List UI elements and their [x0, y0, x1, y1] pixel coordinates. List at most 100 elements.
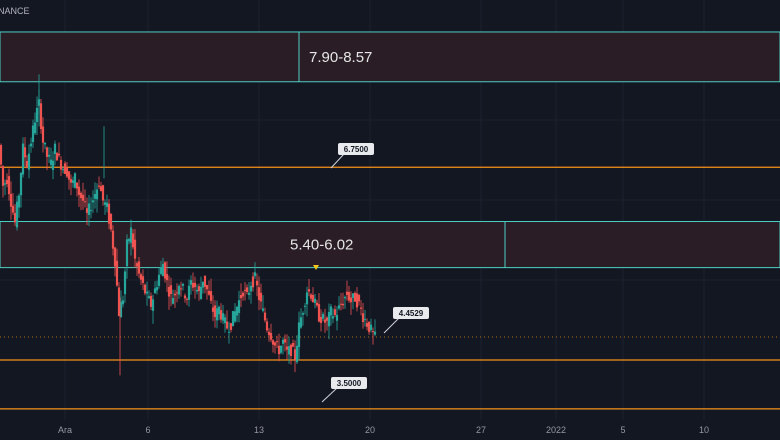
candle-body — [325, 317, 329, 321]
candle-body — [187, 285, 191, 300]
candle-body — [109, 214, 113, 230]
candle-body — [121, 300, 125, 305]
candle-body — [103, 202, 107, 205]
candle-body — [153, 288, 157, 294]
candle-body — [149, 295, 153, 307]
callout-label: 4.4529 — [399, 309, 424, 318]
callout-label: 6.7500 — [344, 145, 369, 154]
candle-body — [107, 203, 111, 224]
candle-body — [159, 267, 163, 274]
candle-body — [245, 287, 249, 293]
candle-body — [9, 193, 13, 207]
candle-body — [167, 286, 171, 297]
candle-body — [235, 306, 239, 316]
candle-body — [223, 317, 227, 324]
callout-pointer — [321, 387, 338, 403]
candle-body — [271, 340, 275, 345]
candle-body — [143, 284, 147, 294]
candle-body — [299, 317, 303, 328]
candle-body — [71, 180, 75, 183]
candle-body — [317, 304, 321, 322]
candle-body — [327, 312, 331, 327]
candle-body — [81, 194, 85, 201]
candle-body — [341, 303, 345, 306]
candle-body — [61, 169, 65, 171]
candle-body — [39, 103, 43, 130]
candle-body — [29, 143, 33, 147]
candle-body — [67, 171, 71, 180]
candle-body — [19, 172, 23, 196]
candle-body — [73, 173, 77, 188]
callout-box — [331, 377, 367, 389]
callout-label: 3.5000 — [337, 379, 362, 388]
candle-body — [65, 167, 69, 177]
candle-body — [319, 317, 323, 323]
candle-body — [171, 298, 175, 304]
candle-body — [289, 344, 293, 357]
candle-body — [83, 201, 87, 203]
candle-body — [237, 300, 241, 313]
candle-body — [211, 307, 215, 312]
candle-body — [51, 160, 55, 170]
candle-body — [251, 276, 255, 288]
candle-body — [263, 312, 267, 321]
price-zones: 7.90-8.57 5.40-6.02 — [0, 31, 780, 269]
candle-body — [321, 314, 325, 319]
candle-body — [265, 321, 269, 331]
candle-body — [47, 154, 51, 157]
candle-body — [307, 289, 311, 292]
candlestick-series — [0, 74, 377, 376]
candle-body — [69, 179, 73, 183]
candle-body — [87, 203, 91, 215]
marker-triangle-icon — [313, 265, 319, 270]
candle-body — [301, 313, 305, 315]
candle-body — [55, 153, 59, 161]
candle-body — [365, 323, 369, 327]
candle-body — [339, 303, 343, 305]
candle-body — [371, 331, 375, 333]
candle-body — [279, 345, 283, 353]
candle-body — [139, 274, 143, 280]
candle-body — [243, 289, 247, 291]
candle-body — [191, 282, 195, 288]
candle-body — [127, 239, 131, 242]
candle-body — [1, 166, 5, 186]
candle-body — [125, 239, 129, 267]
candle-body — [117, 287, 121, 316]
candle-body — [129, 227, 133, 243]
candle-body — [293, 349, 297, 360]
candle-body — [5, 180, 9, 185]
candle-body — [277, 345, 281, 355]
candle-body — [181, 283, 185, 286]
candle-body — [11, 205, 15, 213]
candle-body — [59, 159, 63, 170]
candle-body — [213, 305, 217, 318]
candle-body — [359, 307, 363, 309]
x-tick-label: 20 — [365, 425, 375, 435]
callout-pointer — [330, 153, 345, 169]
candle-body — [169, 285, 173, 294]
candle-body — [43, 142, 47, 145]
candle-body — [309, 294, 313, 299]
x-tick-label: 2022 — [546, 425, 566, 435]
candle-body — [93, 194, 97, 199]
candle-body — [229, 323, 233, 330]
candle-body — [283, 339, 287, 343]
candle-body — [357, 295, 361, 302]
candle-body — [353, 292, 357, 302]
candle-body — [361, 313, 365, 322]
candle-body — [177, 285, 181, 295]
candle-body — [205, 285, 209, 290]
candle-body — [99, 186, 103, 192]
candle-body — [367, 321, 371, 332]
candle-body — [141, 276, 145, 283]
candle-body — [253, 272, 257, 277]
candle-body — [25, 160, 29, 168]
candle-body — [343, 296, 347, 299]
candle-body — [199, 286, 203, 299]
candle-body — [287, 346, 291, 355]
candle-body — [33, 122, 37, 134]
candle-body — [111, 230, 115, 249]
